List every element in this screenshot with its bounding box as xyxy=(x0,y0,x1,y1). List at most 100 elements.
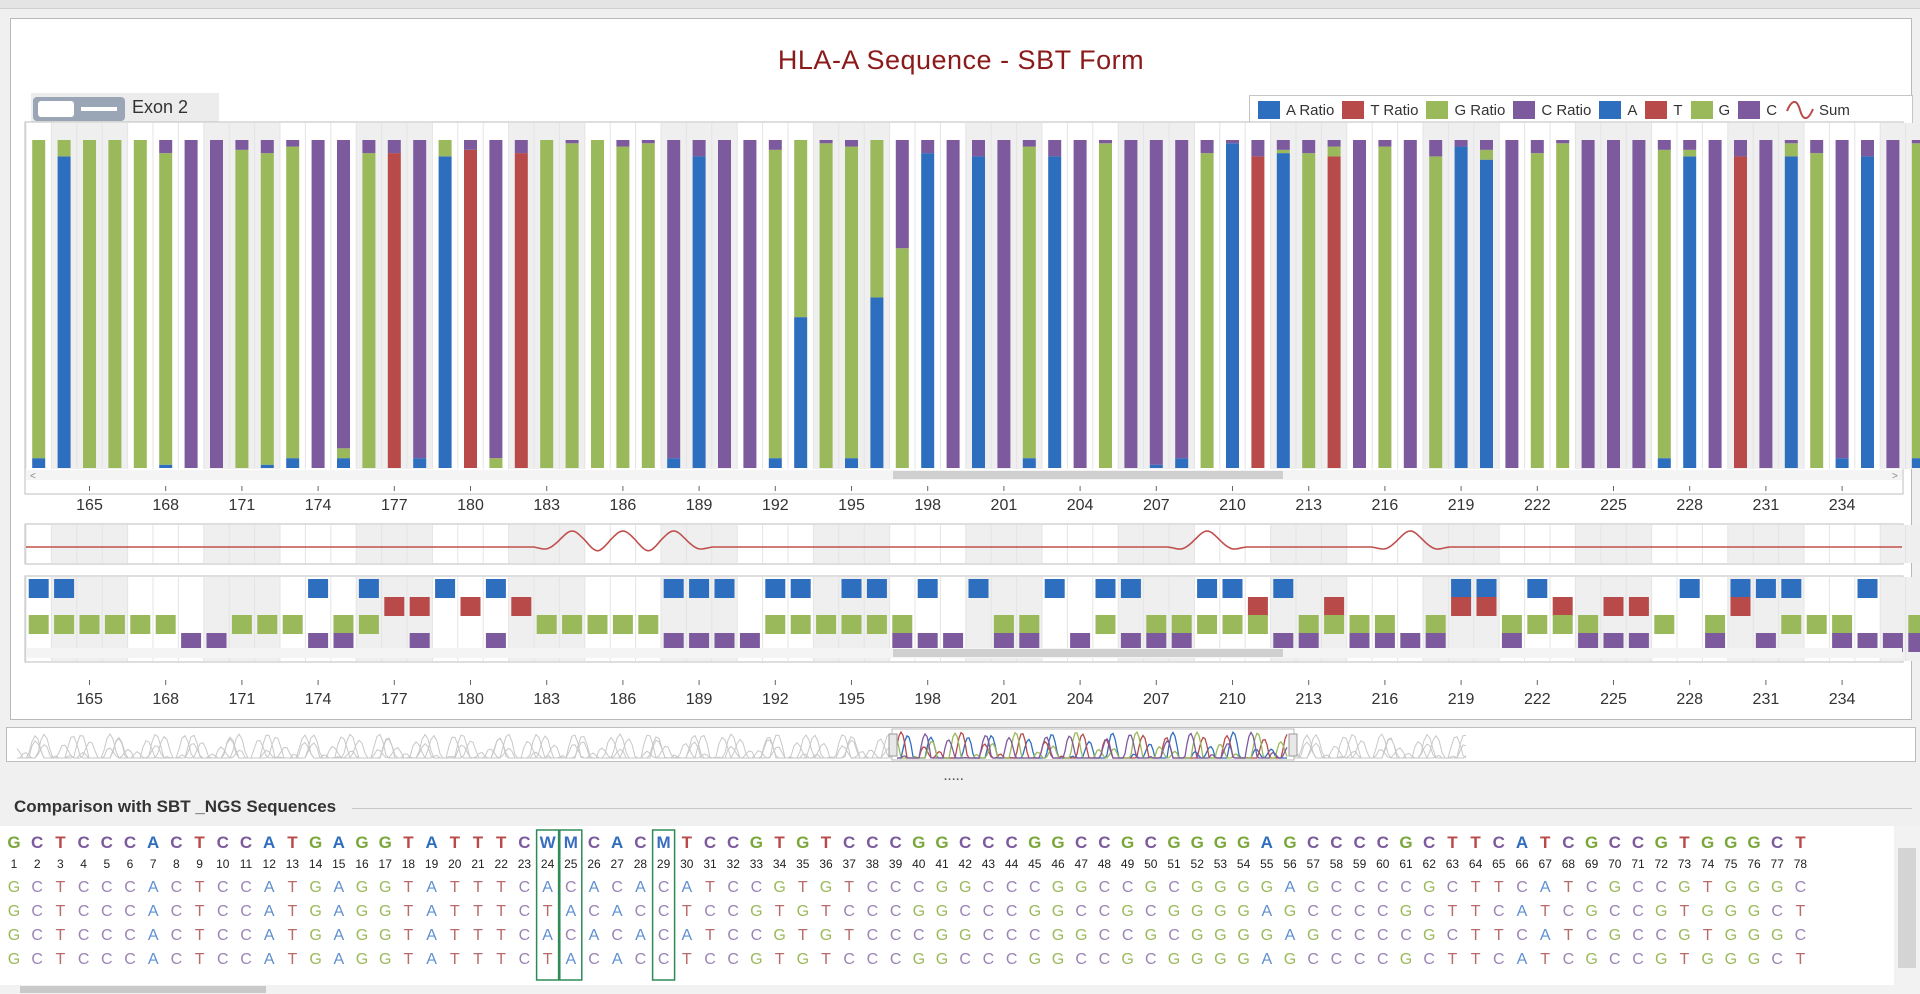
read-base: C xyxy=(124,903,136,920)
consensus-base: A xyxy=(425,833,437,852)
bar-segment xyxy=(1429,140,1443,157)
read-base: C xyxy=(751,879,763,896)
x-tick-label: 180 xyxy=(457,497,484,514)
position-number: 74 xyxy=(1701,857,1715,871)
horizontal-scrollbar[interactable] xyxy=(0,985,1894,994)
read-base: A xyxy=(1261,903,1272,920)
x-tick-label: 225 xyxy=(1600,497,1627,514)
legend-item: C Ratio xyxy=(1513,101,1591,119)
consensus-base: G xyxy=(796,833,809,852)
read-base: C xyxy=(1563,903,1575,920)
read-base: A xyxy=(1517,951,1528,968)
exon-toggle-switch[interactable] xyxy=(33,97,125,121)
read-base: C xyxy=(1586,879,1598,896)
base-call-cell xyxy=(1374,633,1395,652)
bar-segment xyxy=(1632,140,1646,468)
read-base: C xyxy=(78,903,90,920)
bar-segment xyxy=(464,149,477,468)
position-number: 38 xyxy=(866,857,880,871)
read-base: C xyxy=(1771,951,1783,968)
legend-label: C Ratio xyxy=(1541,101,1592,119)
legend-swatch xyxy=(1599,101,1622,119)
read-base: C xyxy=(1307,903,1319,920)
read-base: G xyxy=(379,927,391,944)
base-call-cell xyxy=(1501,615,1522,634)
bar-segment xyxy=(1784,156,1798,468)
base-call-cell xyxy=(1019,633,1040,652)
bar-segment xyxy=(57,156,71,468)
read-base: C xyxy=(31,951,43,968)
read-base: T xyxy=(1564,927,1574,944)
read-base: C xyxy=(1447,879,1459,896)
bar-segment xyxy=(387,153,401,468)
position-number: 14 xyxy=(309,857,323,871)
base-call-cell xyxy=(866,579,887,598)
vertical-scrollbar[interactable] xyxy=(1894,826,1920,994)
read-base: T xyxy=(1540,951,1550,968)
read-base: G xyxy=(1261,927,1273,944)
splitter-grip[interactable]: ..... xyxy=(944,771,965,783)
horizontal-scroll-thumb[interactable] xyxy=(20,986,266,993)
position-number: 59 xyxy=(1353,857,1367,871)
read-base: T xyxy=(288,903,298,920)
x-tick-label: 201 xyxy=(991,497,1018,514)
read-base: C xyxy=(1075,951,1087,968)
consensus-base: T xyxy=(473,833,484,852)
consensus-base: C xyxy=(170,833,182,852)
bar-segment xyxy=(1302,153,1316,468)
bar-segment xyxy=(1175,140,1189,459)
chromatogram-overview[interactable] xyxy=(6,727,1916,762)
bar-segment xyxy=(1911,458,1920,468)
vertical-scroll-thumb[interactable] xyxy=(1898,848,1916,968)
read-base: C xyxy=(101,951,113,968)
bar-segment xyxy=(1708,140,1722,468)
position-number: 5 xyxy=(103,857,110,871)
read-base: G xyxy=(1609,879,1621,896)
bar-segment xyxy=(768,458,782,468)
position-number: 35 xyxy=(796,857,810,871)
bar-segment xyxy=(83,140,96,468)
read-base: C xyxy=(1423,951,1435,968)
read-base: C xyxy=(101,927,113,944)
read-base: G xyxy=(1771,927,1783,944)
bar-segment xyxy=(743,140,757,468)
base-call-cell xyxy=(28,579,49,598)
base-call-cell xyxy=(968,579,989,598)
read-base: A xyxy=(1285,927,1296,944)
read-base: G xyxy=(1121,903,1133,920)
consensus-base: T xyxy=(821,833,832,852)
consensus-base: T xyxy=(1679,833,1690,852)
base-call-cell xyxy=(1120,633,1141,652)
exon-toggle-group[interactable]: Exon 2 xyxy=(31,93,219,125)
read-base: A xyxy=(565,903,576,920)
read-base: C xyxy=(1655,927,1667,944)
base-call-cell xyxy=(1857,633,1878,652)
read-base: C xyxy=(1354,879,1366,896)
base-call-cell xyxy=(409,597,430,616)
read-base: G xyxy=(1237,903,1249,920)
read-base: G xyxy=(1701,951,1713,968)
base-call-cell xyxy=(1197,615,1218,634)
read-base: G xyxy=(1052,951,1064,968)
base-call-cell xyxy=(1654,615,1675,634)
base-call-cell xyxy=(1781,615,1802,634)
position-number: 36 xyxy=(819,857,833,871)
base-call-cell xyxy=(1324,615,1345,634)
bar-segment xyxy=(1327,156,1341,468)
read-base: C xyxy=(31,903,43,920)
consensus-base: G xyxy=(1399,833,1412,852)
read-base: T xyxy=(1796,951,1806,968)
read-base: C xyxy=(1099,927,1111,944)
read-base: T xyxy=(682,903,692,920)
bar-segment xyxy=(1429,156,1443,468)
bar-segment xyxy=(286,146,300,459)
exon-label: Exon 2 xyxy=(132,97,189,117)
base-call-cell xyxy=(1882,633,1903,652)
read-base: G xyxy=(936,927,948,944)
consensus-base: C xyxy=(1609,833,1621,852)
base-call-cell xyxy=(892,615,913,634)
read-base: T xyxy=(450,903,460,920)
read-base: C xyxy=(890,903,902,920)
read-base: G xyxy=(356,951,368,968)
bar-segment xyxy=(489,140,503,459)
